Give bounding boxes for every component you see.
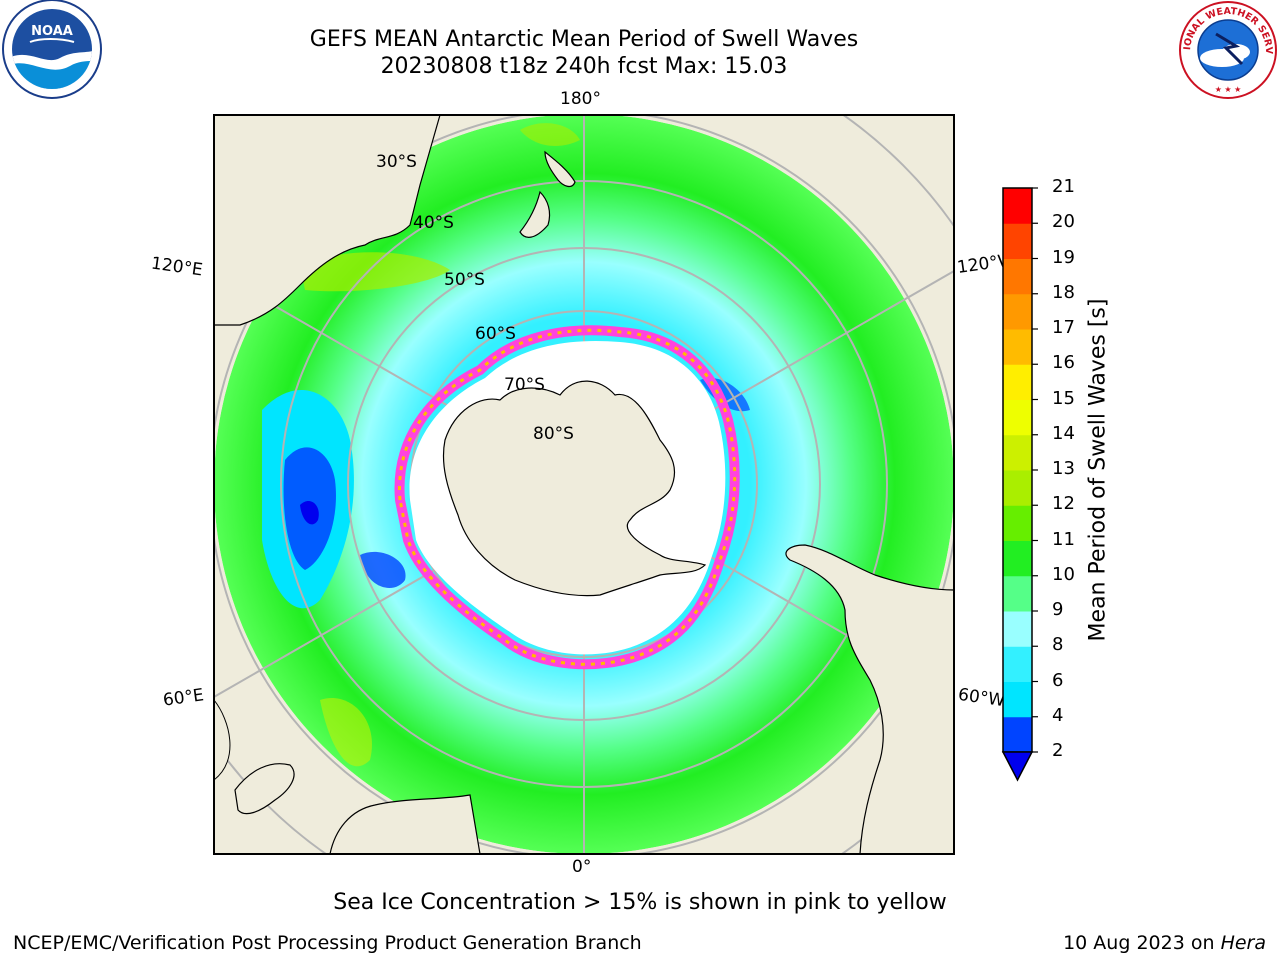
svg-text:★ ★ ★: ★ ★ ★ — [1215, 85, 1242, 94]
colorbar-tick-label: 12 — [1052, 493, 1075, 515]
madagascar — [234, 763, 295, 815]
noaa-logo: NOAA — [2, 0, 102, 99]
colorbar-segment — [1003, 188, 1032, 224]
colorbar-segment — [1003, 611, 1032, 647]
australia — [214, 115, 441, 326]
colorbar-tick-label: 2 — [1052, 740, 1064, 761]
lon-label-0: 0° — [572, 857, 592, 877]
map-panel — [213, 114, 955, 855]
svg-text:NOAA: NOAA — [31, 24, 73, 39]
antarctica-landmass — [442, 380, 707, 597]
colorbar-segment — [1003, 223, 1032, 259]
map-title: GEFS MEAN Antarctic Mean Period of Swell… — [309, 27, 859, 52]
colorbar — [1001, 187, 1038, 782]
colorbar-extend-triangle — [1001, 751, 1034, 782]
lon-label-120e: 120°E — [149, 253, 204, 281]
colorbar-tick-label: 11 — [1052, 528, 1075, 550]
nws-logo: NATIONAL WEATHER SERVICE ★ ★ ★ — [1176, 0, 1277, 99]
lon-label-180: 180° — [560, 89, 601, 109]
colorbar-segment — [1003, 434, 1032, 471]
colorbar-tick-label: 18 — [1052, 281, 1075, 303]
new-zealand — [519, 150, 576, 238]
south-america — [785, 544, 954, 854]
lat-label-80s: 80°S — [533, 424, 574, 444]
map-subtitle: 20230808 t18z 240h fcst Max: 15.03 — [380, 54, 788, 79]
colorbar-tick-label: 6 — [1052, 669, 1064, 691]
colorbar-segment — [1003, 505, 1032, 541]
colorbar-segment — [1003, 470, 1032, 506]
lat-label-30s: 30°S — [376, 152, 417, 172]
colorbar-tick-label: 21 — [1052, 176, 1075, 197]
colorbar-label: Mean Period of Swell Waves [s] — [1085, 298, 1111, 642]
lat-label-50s: 50°S — [444, 270, 485, 290]
colorbar-tick-label: 20 — [1052, 211, 1075, 233]
footer-machine: Hera — [1220, 932, 1266, 954]
colorbar-tick-label: 8 — [1052, 634, 1064, 656]
colorbar-tick-label: 13 — [1052, 458, 1075, 479]
lat-label-40s: 40°S — [413, 213, 454, 233]
africa — [329, 794, 481, 854]
lat-label-70s: 70°S — [504, 375, 545, 395]
colorbar-tick-label: 17 — [1052, 317, 1075, 338]
sea-ice-caption: Sea Ice Concentration > 15% is shown in … — [333, 890, 947, 915]
colorbar-segment — [1003, 364, 1032, 400]
colorbar-tick-label: 9 — [1052, 599, 1064, 620]
colorbar-segment — [1003, 258, 1032, 295]
lat-label-60s: 60°S — [475, 324, 516, 344]
colorbar-segment — [1003, 540, 1032, 577]
colorbar-segment — [1003, 293, 1032, 330]
footer-producer: NCEP/EMC/Verification Post Processing Pr… — [13, 932, 642, 954]
lon-label-60e: 60°E — [161, 685, 206, 711]
colorbar-segment — [1003, 681, 1032, 718]
footer-date-text: 10 Aug 2023 on — [1063, 932, 1221, 954]
colorbar-tick-label: 15 — [1052, 387, 1075, 409]
colorbar-segment — [1003, 329, 1032, 365]
colorbar-tick-label: 16 — [1052, 352, 1075, 374]
colorbar-tick-label: 14 — [1052, 422, 1075, 444]
colorbar-tick-label: 4 — [1052, 704, 1064, 726]
colorbar-segment — [1003, 646, 1032, 682]
colorbar-segment — [1003, 399, 1032, 436]
colorbar-segment — [1003, 575, 1032, 612]
colorbar-segment — [1003, 716, 1032, 753]
colorbar-tick-label: 19 — [1052, 246, 1075, 268]
footer-date: 10 Aug 2023 on Hera — [1063, 932, 1266, 954]
map-frame — [213, 114, 955, 855]
colorbar-tick-label: 10 — [1052, 563, 1075, 585]
